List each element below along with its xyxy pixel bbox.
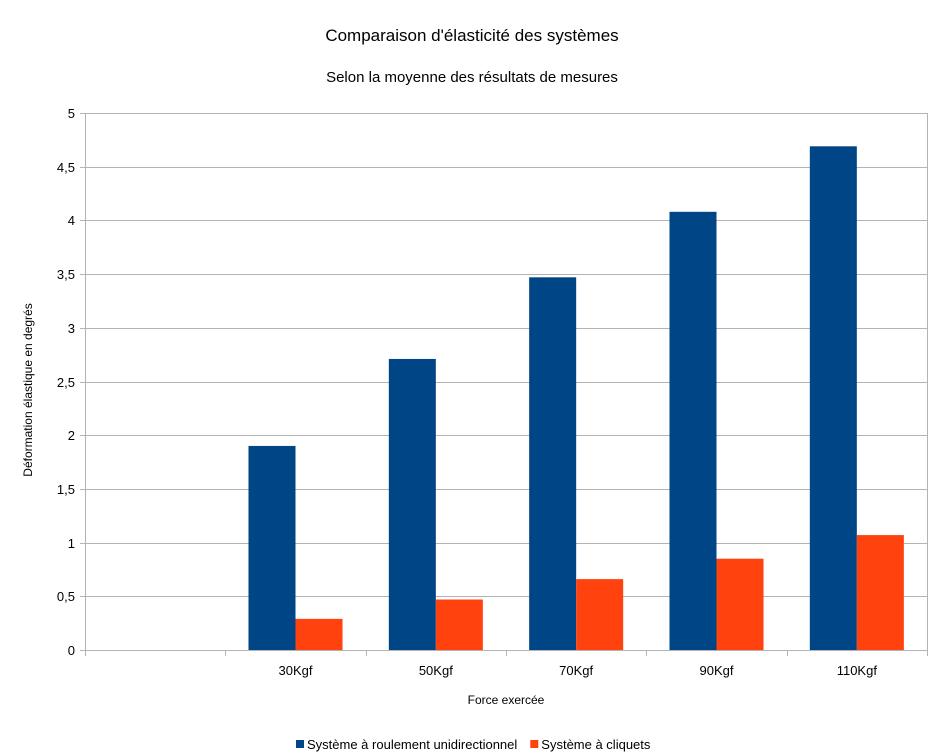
bars <box>248 146 904 651</box>
y-tick-label: 4,5 <box>57 160 75 175</box>
y-tick-label: 3,5 <box>57 267 75 282</box>
legend-swatch <box>296 740 304 748</box>
x-tick-label: 50Kgf <box>419 663 453 678</box>
y-tick-label: 0 <box>68 643 75 658</box>
bar <box>669 211 717 651</box>
x-tick-label: 90Kgf <box>700 663 734 678</box>
legend: Système à roulement unidirectionnel Systè… <box>296 737 651 752</box>
x-tick-label: 110Kgf <box>837 663 878 678</box>
bar <box>435 599 483 650</box>
bar <box>295 618 343 650</box>
x-axis-label: Force exercée <box>468 693 545 707</box>
y-tick-label: 1 <box>68 536 75 551</box>
y-tick-label: 0,5 <box>57 589 75 604</box>
y-axis-label: Déformation élastique en degrés <box>21 303 35 476</box>
y-tick-label: 1,5 <box>57 482 75 497</box>
bar <box>576 579 624 650</box>
legend-swatch <box>530 740 539 748</box>
legend-item: Système à roulement unidirectionnel <box>296 737 517 752</box>
chart-subtitle: Selon la moyenne des résultats de mesure… <box>326 69 618 86</box>
bar <box>856 535 904 650</box>
x-axis: 30Kgf 50Kgf 70Kgf 90Kgf 110Kgf <box>85 650 928 678</box>
chart-title: Comparaison d'élasticité des systèmes <box>325 26 618 45</box>
y-tick-label: 5 <box>68 106 75 121</box>
bar <box>809 146 857 650</box>
bar <box>388 358 436 650</box>
x-tick-label: 70Kgf <box>559 663 593 678</box>
legend-label: Système à cliquets <box>541 737 651 752</box>
y-tick-label: 3 <box>68 321 75 336</box>
y-tick-label: 4 <box>68 213 75 228</box>
y-tick-label: 2 <box>68 428 75 443</box>
gridlines <box>80 113 928 651</box>
y-axis-ticks: 0 0,5 1 1,5 2 2,5 3 3,5 4 4,5 5 <box>57 106 75 658</box>
bar <box>248 445 296 650</box>
bar <box>716 558 764 650</box>
legend-label: Système à roulement unidirectionnel <box>307 737 517 752</box>
bar <box>529 277 577 650</box>
y-tick-label: 2,5 <box>57 375 75 390</box>
x-tick-label: 30Kgf <box>279 663 313 678</box>
legend-item: Système à cliquets <box>530 737 651 752</box>
